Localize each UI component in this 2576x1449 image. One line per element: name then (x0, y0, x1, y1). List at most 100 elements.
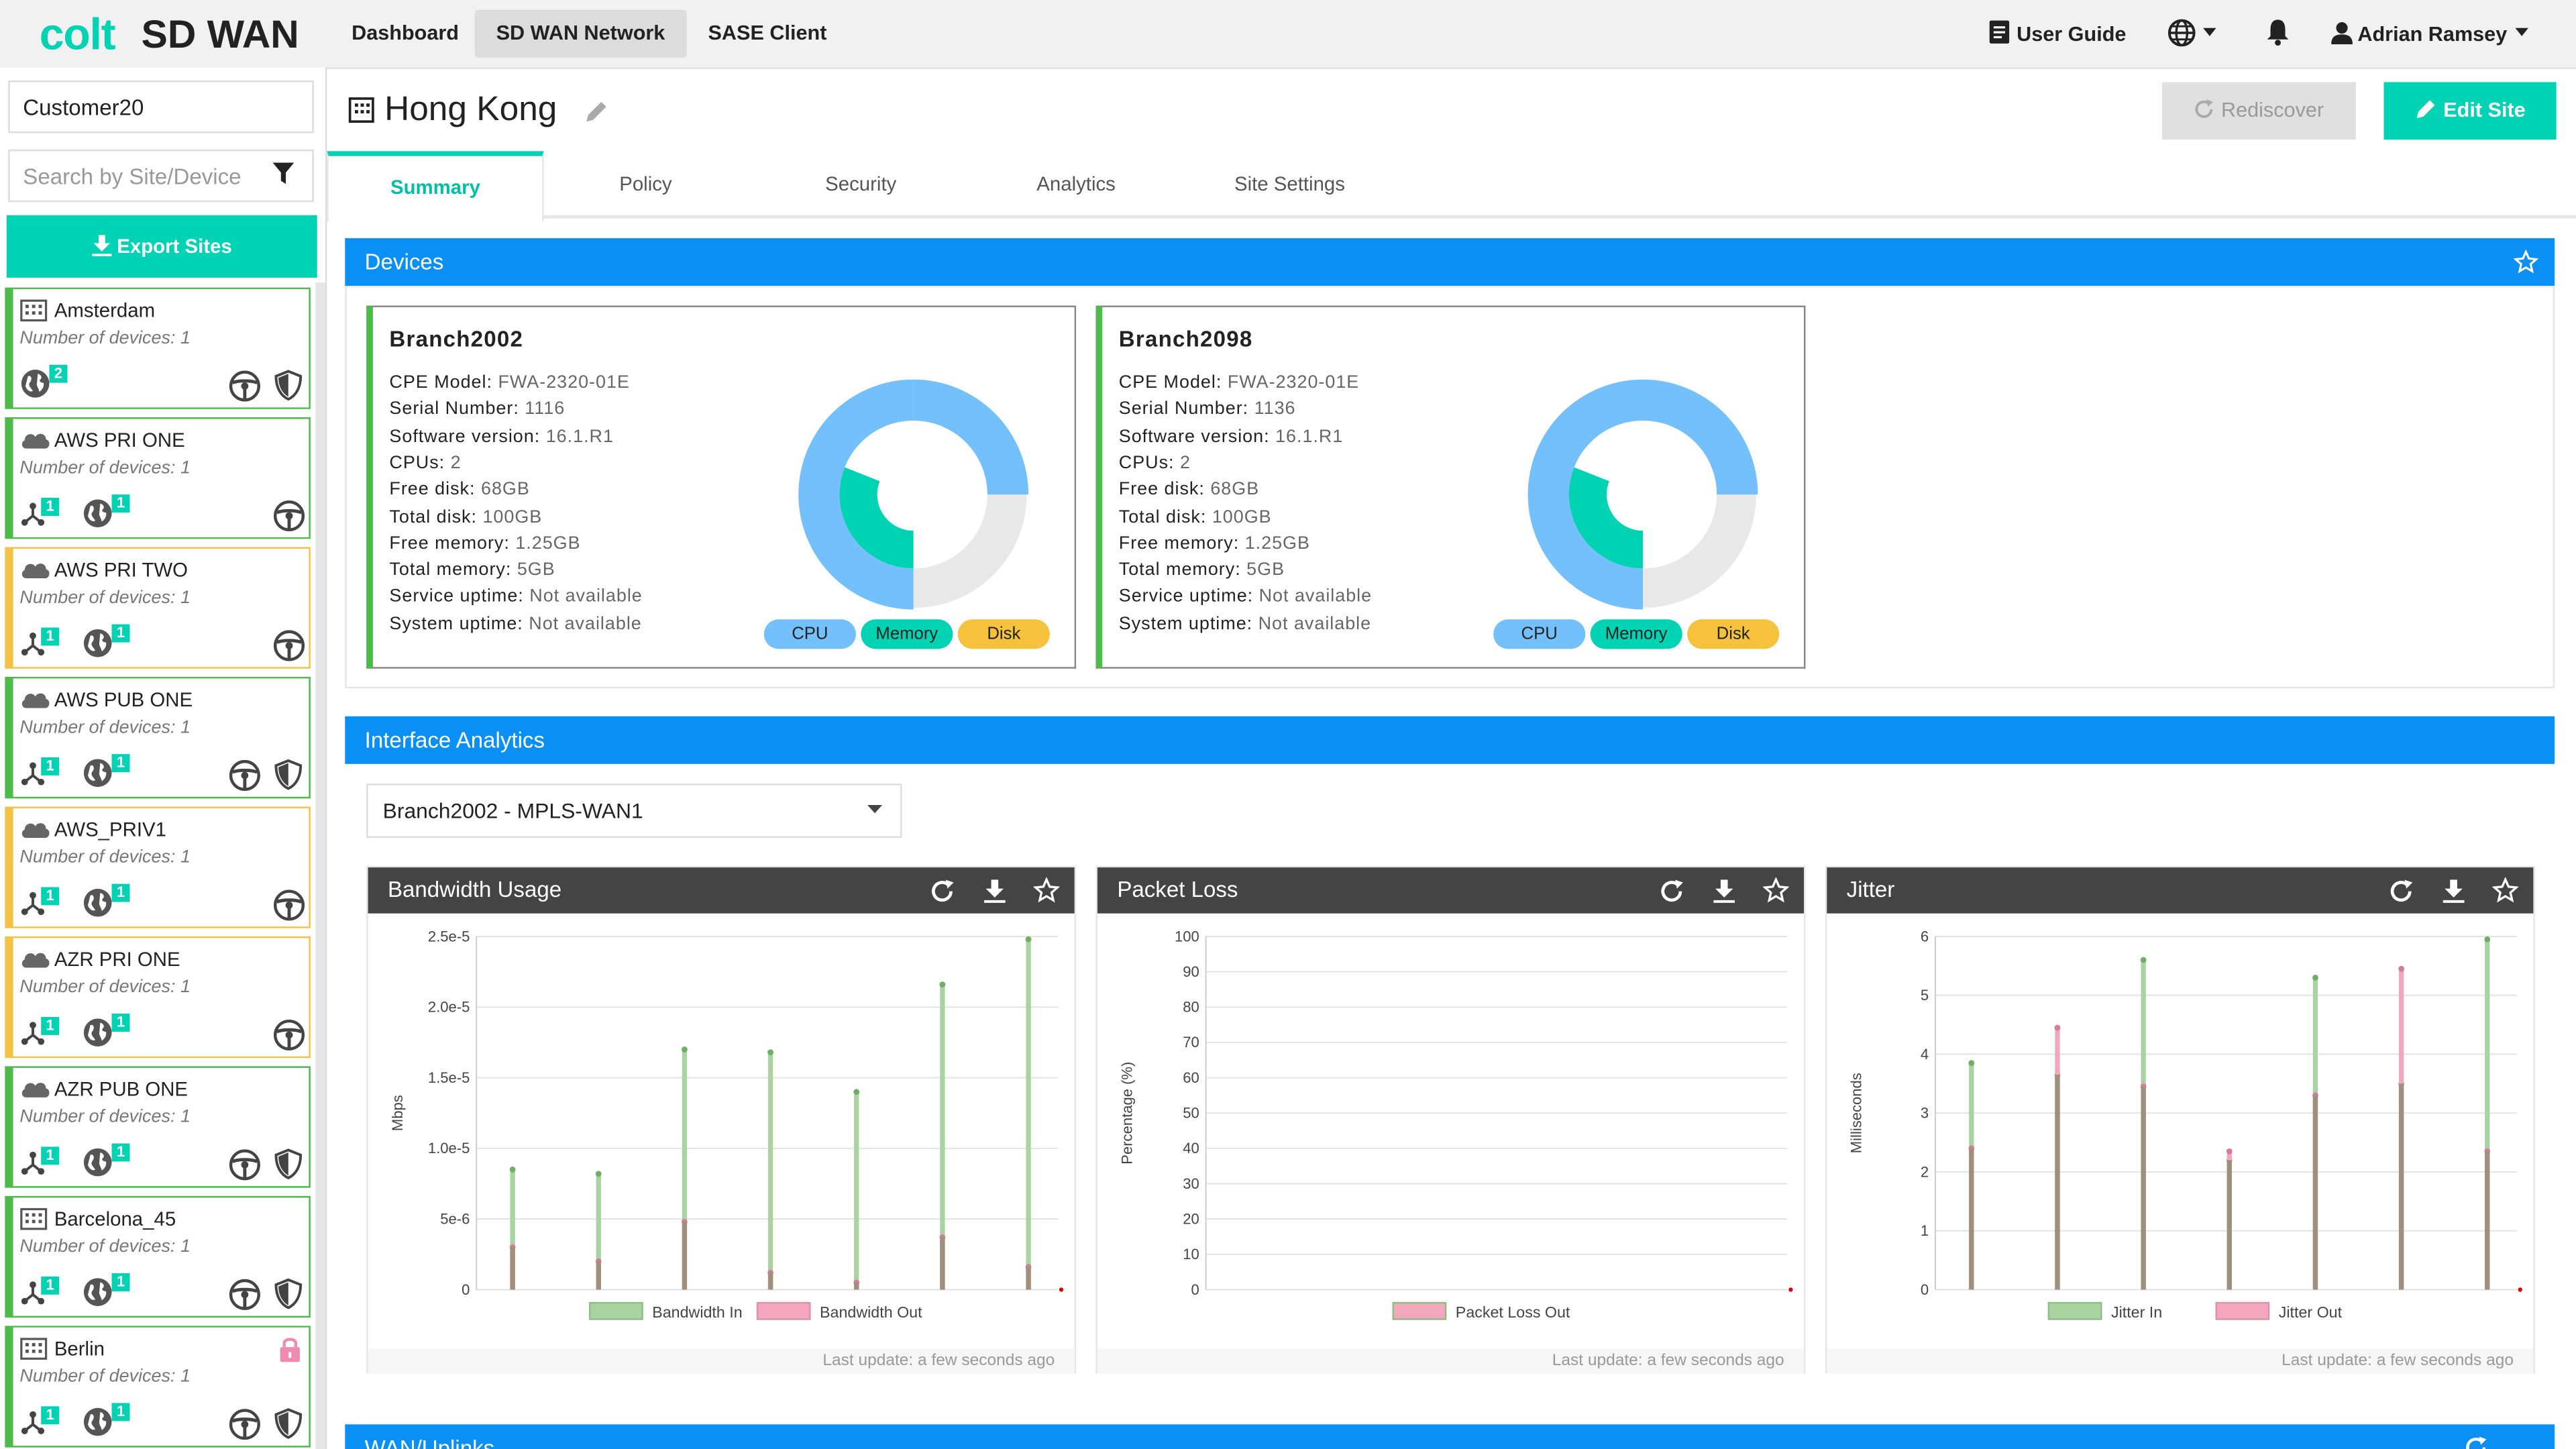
legend-label[interactable]: Packet Loss Out (1456, 1303, 1570, 1321)
download-icon[interactable] (1713, 879, 1735, 904)
steering-wheel-icon[interactable] (273, 499, 306, 532)
site-card[interactable]: AWS PUB ONE Number of devices: 1 1 1 (5, 676, 311, 799)
topology-status[interactable]: 1 (19, 1016, 60, 1057)
legend-cpu[interactable]: CPU (763, 619, 856, 649)
steering-wheel-icon[interactable] (228, 370, 261, 402)
internet-status[interactable]: 1 (82, 883, 130, 923)
steering-wheel-icon[interactable] (273, 889, 306, 922)
data-point[interactable] (2312, 974, 2318, 981)
user-guide-link[interactable]: User Guide (1988, 16, 2126, 52)
tab-policy[interactable]: Policy (619, 172, 672, 196)
data-point[interactable] (2484, 936, 2491, 943)
device-name[interactable]: Branch2002 (389, 327, 524, 352)
tab-analytics[interactable]: Analytics (1036, 172, 1116, 196)
internet-status[interactable]: 2 (19, 364, 68, 405)
star-icon[interactable] (1033, 877, 1060, 904)
topology-status[interactable]: 1 (19, 498, 60, 537)
data-point[interactable] (2140, 957, 2147, 963)
logo-colt[interactable]: colt (39, 9, 116, 60)
steering-wheel-icon[interactable] (228, 1278, 261, 1311)
shield-icon[interactable] (274, 1148, 303, 1180)
nav-dashboard[interactable]: Dashboard (352, 21, 459, 45)
security-button[interactable] (274, 1278, 303, 1314)
legend-swatch[interactable] (2047, 1301, 2102, 1320)
internet-status[interactable]: 1 (82, 1014, 130, 1053)
legend-swatch[interactable] (588, 1301, 643, 1320)
traffic-steering-button[interactable] (273, 629, 306, 665)
legend-disk[interactable]: Disk (957, 619, 1050, 649)
internet-status[interactable]: 1 (82, 1403, 130, 1442)
nav-sase-client[interactable]: SASE Client (708, 21, 827, 45)
legend-swatch[interactable] (2215, 1301, 2270, 1320)
traffic-steering-button[interactable] (273, 1018, 306, 1055)
traffic-steering-button[interactable] (273, 499, 306, 535)
security-button[interactable] (274, 1148, 303, 1185)
download-icon[interactable] (2443, 879, 2465, 904)
internet-status[interactable]: 1 (82, 754, 130, 794)
refresh-icon[interactable] (2389, 879, 2414, 904)
steering-wheel-icon[interactable] (228, 1408, 261, 1441)
topology-status[interactable]: 1 (19, 887, 60, 926)
steering-wheel-icon[interactable] (273, 629, 306, 662)
site-card[interactable]: Amsterdam Number of devices: 1 2 (5, 287, 311, 409)
steering-wheel-icon[interactable] (228, 1148, 261, 1181)
device-name[interactable]: Branch2098 (1118, 327, 1253, 352)
refresh-icon[interactable] (930, 879, 955, 904)
steering-wheel-icon[interactable] (273, 1018, 306, 1051)
site-search-input[interactable] (8, 149, 314, 203)
data-point[interactable] (767, 1049, 773, 1056)
legend-cpu[interactable]: CPU (1493, 619, 1586, 649)
tab-site-settings[interactable]: Site Settings (1234, 172, 1345, 196)
language-selector[interactable] (2167, 16, 2218, 52)
data-point[interactable] (939, 981, 946, 987)
security-button[interactable] (274, 1408, 303, 1444)
data-point[interactable] (1968, 1060, 1975, 1067)
site-card[interactable]: AZR PRI ONE Number of devices: 1 1 1 (5, 936, 311, 1059)
data-point[interactable] (509, 1167, 516, 1173)
internet-status[interactable]: 1 (82, 624, 130, 664)
data-point[interactable] (2054, 1024, 2061, 1031)
steering-wheel-icon[interactable] (228, 759, 261, 792)
site-card[interactable]: Barcelona_45 Number of devices: 1 1 1 (5, 1195, 311, 1318)
traffic-steering-button[interactable] (228, 1278, 261, 1314)
traffic-steering-button[interactable] (228, 1408, 261, 1444)
internet-status[interactable]: 1 (82, 1273, 130, 1313)
data-point[interactable] (2226, 1148, 2233, 1155)
topology-status[interactable]: 1 (19, 627, 60, 667)
legend-label[interactable]: Bandwidth Out (820, 1303, 922, 1321)
security-button[interactable] (274, 759, 303, 795)
shield-icon[interactable] (274, 370, 303, 401)
traffic-steering-button[interactable] (228, 370, 261, 406)
shield-icon[interactable] (274, 1278, 303, 1309)
legend-label[interactable]: Jitter Out (2279, 1303, 2343, 1321)
legend-memory[interactable]: Memory (1590, 619, 1682, 649)
filter-icon[interactable] (272, 162, 294, 185)
legend-disk[interactable]: Disk (1687, 619, 1780, 649)
customer-field[interactable] (8, 80, 314, 133)
site-card[interactable]: AZR PUB ONE Number of devices: 1 1 1 (5, 1066, 311, 1188)
tab-security[interactable]: Security (825, 172, 897, 196)
download-icon[interactable] (983, 879, 1006, 904)
export-sites-button[interactable]: Export Sites (6, 215, 317, 278)
topology-status[interactable]: 1 (19, 1276, 60, 1316)
topology-status[interactable]: 1 (19, 1146, 60, 1186)
user-menu[interactable]: Adrian Ramsey (2331, 16, 2529, 52)
site-card[interactable]: AWS PRI TWO Number of devices: 1 1 1 (5, 547, 311, 669)
traffic-steering-button[interactable] (273, 889, 306, 925)
edit-site-button[interactable]: Edit Site (2383, 82, 2557, 140)
site-card[interactable]: AWS_PRIV1 Number of devices: 1 1 1 (5, 806, 311, 928)
security-button[interactable] (274, 370, 303, 406)
topology-status[interactable]: 1 (19, 1406, 60, 1446)
pencil-icon[interactable] (585, 99, 610, 123)
data-point[interactable] (682, 1046, 688, 1053)
legend-swatch[interactable] (1392, 1301, 1447, 1320)
star-icon[interactable] (1762, 877, 1789, 904)
interface-select[interactable]: Branch2002 - MPLS-WAN1 (366, 784, 902, 838)
topology-status[interactable]: 1 (19, 757, 60, 797)
tab-summary[interactable]: Summary (327, 151, 544, 222)
shield-icon[interactable] (274, 1408, 303, 1440)
internet-status[interactable]: 1 (82, 494, 130, 534)
legend-memory[interactable]: Memory (861, 619, 953, 649)
star-icon[interactable] (2492, 877, 2519, 904)
shield-icon[interactable] (274, 759, 303, 790)
